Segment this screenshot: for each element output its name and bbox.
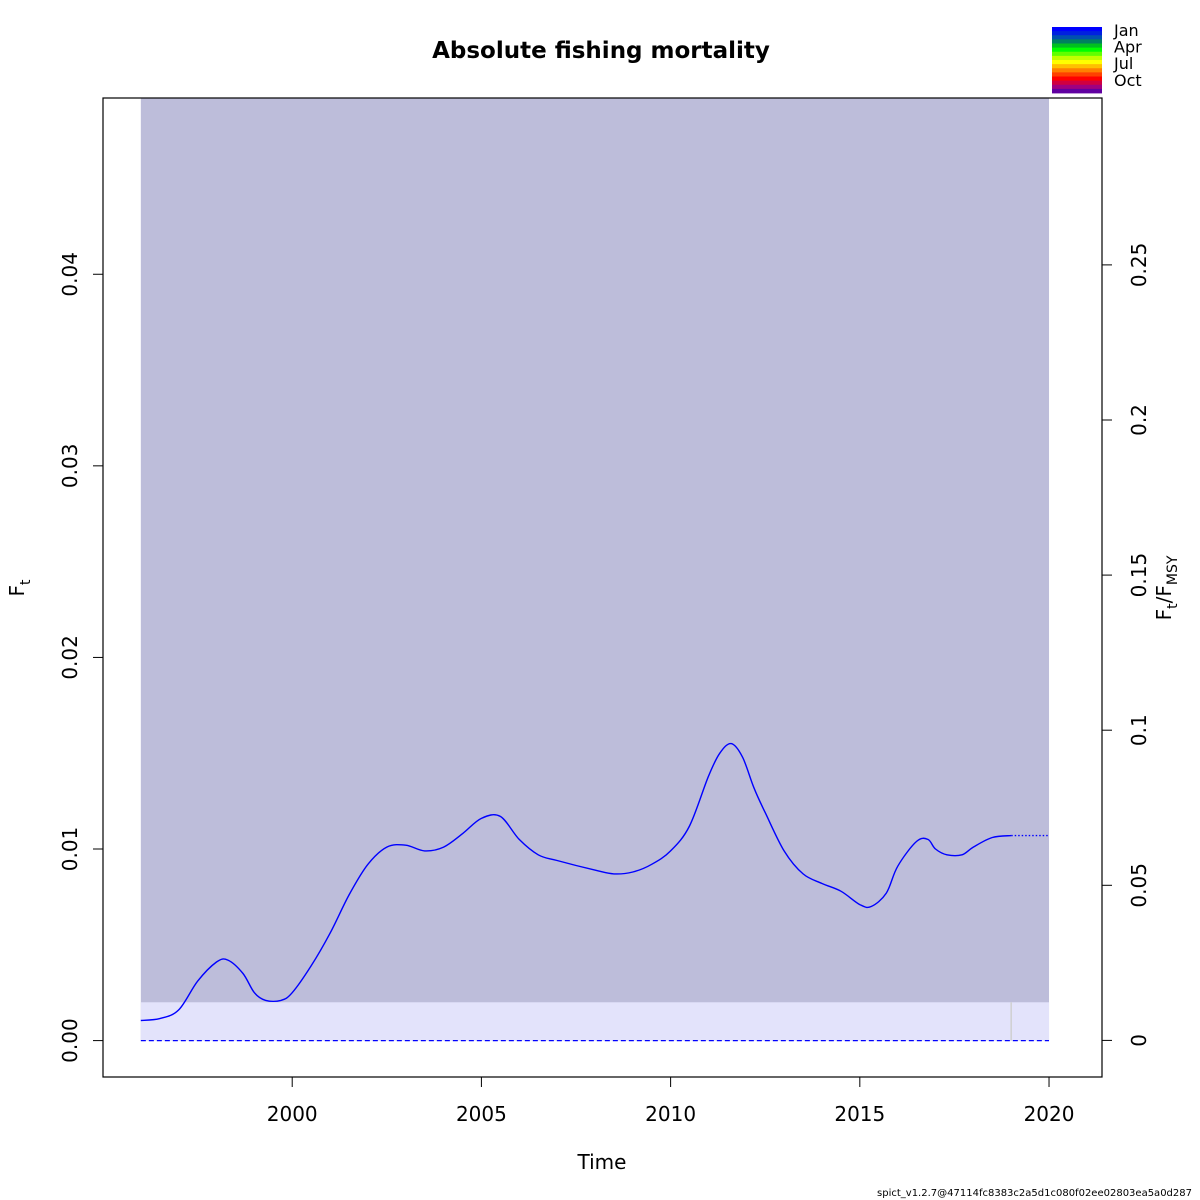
legend-swatch bbox=[1052, 35, 1102, 40]
y-tick-label: 0.04 bbox=[58, 252, 82, 297]
y2-tick-label: 0.25 bbox=[1127, 243, 1151, 288]
y2-axis-label-sub2: MSY bbox=[1165, 555, 1181, 585]
x-axis-label: Time bbox=[577, 1150, 627, 1174]
y2-axis-label-sub1: t bbox=[1165, 603, 1181, 609]
legend-swatch bbox=[1052, 55, 1102, 61]
legend-label: Oct bbox=[1114, 71, 1142, 90]
fmsy-band bbox=[140, 1002, 1050, 1041]
legend-swatch bbox=[1052, 64, 1102, 69]
legend-label: Jul bbox=[1113, 54, 1133, 73]
y-tick-label: 0.01 bbox=[58, 827, 82, 872]
legend-label: Apr bbox=[1114, 38, 1142, 57]
y2-tick-label: 0.05 bbox=[1127, 863, 1151, 908]
legend-swatch bbox=[1052, 47, 1102, 53]
y2-axis-label-slash: /F bbox=[1152, 585, 1176, 603]
legend-swatch bbox=[1052, 80, 1102, 86]
y2-tick-label: 0 bbox=[1127, 1034, 1151, 1047]
y2-tick-label: 0.1 bbox=[1127, 714, 1151, 746]
y2-axis: 0 0.05 0.1 0.15 0.2 0.25 bbox=[1102, 243, 1151, 1047]
legend-swatch bbox=[1052, 68, 1102, 73]
y-axis-label-sub: t bbox=[18, 579, 34, 585]
legend-swatch bbox=[1052, 84, 1102, 90]
legend-swatch bbox=[1052, 76, 1102, 82]
x-tick-label: 2010 bbox=[645, 1102, 696, 1126]
legend-swatch bbox=[1052, 60, 1102, 65]
x-tick-label: 2005 bbox=[456, 1102, 507, 1126]
y2-tick-label: 0.15 bbox=[1127, 553, 1151, 598]
y-axis-label: Ft bbox=[5, 579, 34, 597]
y-tick-label: 0.03 bbox=[58, 444, 82, 489]
x-tick-label: 2020 bbox=[1024, 1102, 1075, 1126]
legend-swatch bbox=[1052, 27, 1102, 32]
y-tick-label: 0.02 bbox=[58, 635, 82, 680]
ft-series-line bbox=[140, 742, 1012, 1022]
y2-axis-label: Ft/FMSY bbox=[1152, 555, 1181, 620]
x-axis: 2000 2005 2010 2015 2020 bbox=[267, 1076, 1075, 1126]
legend-label: Jan bbox=[1113, 21, 1139, 40]
footer-version: spict_v1.2.7@47114fc8383c2a5d1c080f02ee0… bbox=[877, 1188, 1192, 1199]
y-tick-label: 0.00 bbox=[58, 1018, 82, 1063]
legend-swatch bbox=[1052, 51, 1102, 57]
y2-tick-label: 0.2 bbox=[1127, 404, 1151, 436]
y-axis-label-main: F bbox=[5, 585, 29, 597]
x-tick-label: 2015 bbox=[834, 1102, 885, 1126]
legend-swatch bbox=[1052, 43, 1102, 49]
ci-band bbox=[140, 98, 1050, 1041]
x-tick-label: 2000 bbox=[267, 1102, 318, 1126]
y-axis: 0.00 0.01 0.02 0.03 0.04 bbox=[58, 252, 103, 1063]
legend-swatch bbox=[1052, 88, 1102, 94]
plot-area bbox=[140, 98, 1050, 1042]
legend-swatch bbox=[1052, 72, 1102, 77]
y2-axis-label-main: F bbox=[1152, 609, 1176, 621]
legend-swatch bbox=[1052, 39, 1102, 44]
legend-swatch bbox=[1052, 31, 1102, 36]
chart-title: Absolute fishing mortality bbox=[432, 38, 770, 64]
